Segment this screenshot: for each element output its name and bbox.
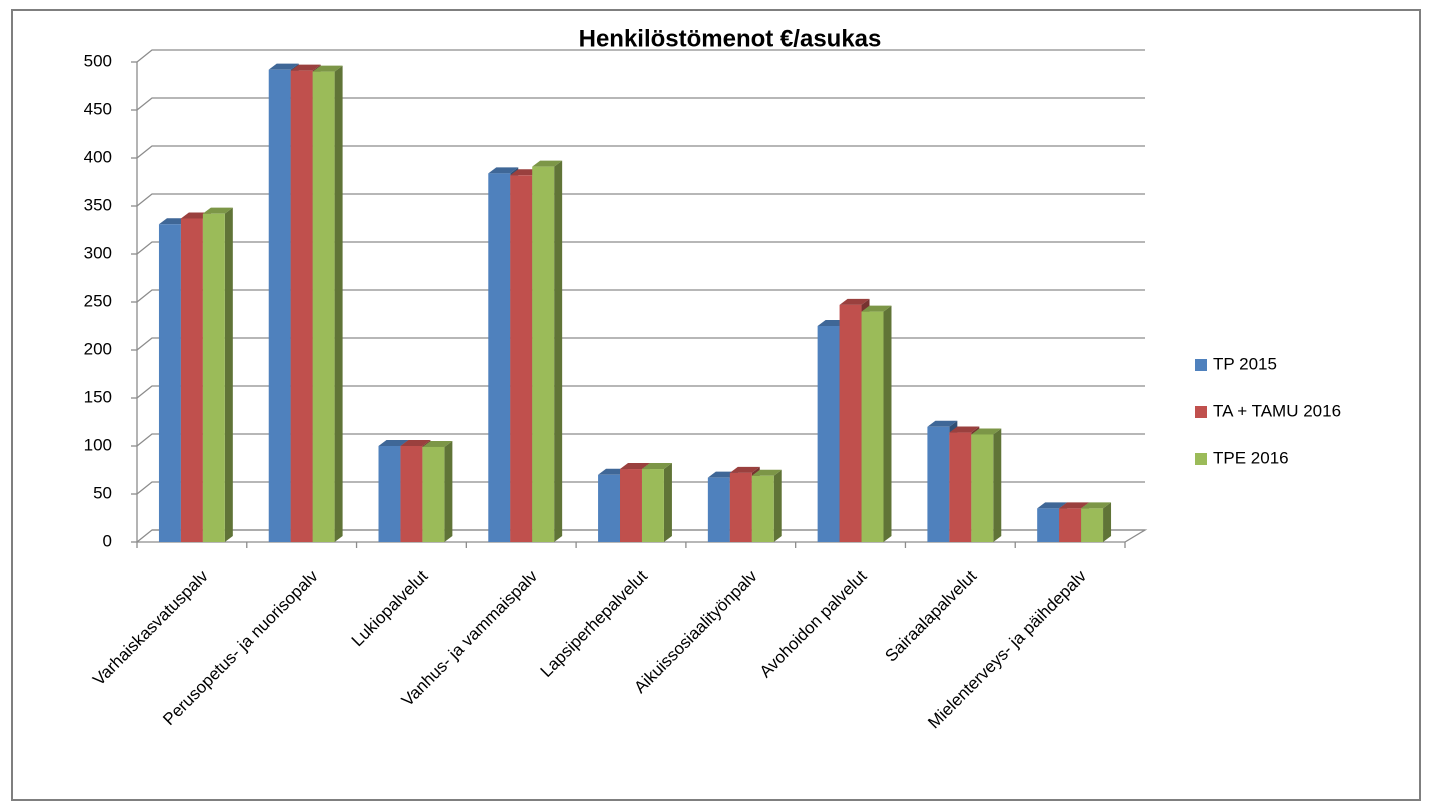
bar: [839, 304, 862, 542]
bar-top: [290, 64, 321, 71]
bar: [422, 446, 445, 542]
grid-line: [136, 241, 1145, 255]
bar-top: [751, 469, 782, 476]
bar: [268, 69, 291, 543]
bar-top: [641, 463, 672, 470]
bar-side: [663, 463, 672, 542]
grid-line: [136, 49, 1145, 63]
bar: [971, 434, 994, 542]
bar-side: [773, 469, 782, 542]
bar-top: [949, 426, 980, 433]
bar: [861, 311, 884, 542]
bar: [312, 71, 335, 542]
y-tick-label: 200: [84, 339, 112, 358]
bar-side: [993, 428, 1002, 542]
grid-line: [136, 145, 1145, 159]
bar-side: [224, 207, 233, 542]
bar: [641, 469, 664, 542]
bar-top: [312, 65, 343, 72]
bar: [707, 477, 730, 542]
y-tick-label: 500: [84, 51, 112, 70]
bar-side: [334, 65, 343, 542]
grid-line: [136, 97, 1145, 111]
bar: [510, 175, 533, 542]
y-tick-label: 150: [84, 387, 112, 406]
bar: [817, 326, 840, 542]
legend-label: TPE 2016: [1213, 448, 1289, 467]
bar: [1037, 508, 1060, 542]
chart-border: [11, 9, 1421, 801]
bar-top: [202, 207, 233, 214]
legend-swatch: [1195, 453, 1207, 465]
y-tick-label: 400: [84, 147, 112, 166]
bar: [290, 70, 313, 542]
bar-top: [861, 305, 892, 312]
bar-side: [444, 440, 453, 542]
bar-top: [839, 298, 870, 305]
bar-top: [1059, 502, 1090, 509]
bar-top: [400, 440, 431, 446]
bar: [1059, 508, 1082, 542]
bar-side: [1103, 502, 1112, 542]
bar-top: [971, 428, 1002, 435]
bar: [598, 474, 621, 542]
bar: [751, 475, 774, 542]
grid-line: [136, 289, 1145, 303]
bar-top: [268, 63, 299, 70]
y-tick-label: 0: [103, 531, 112, 550]
bar: [927, 426, 950, 542]
bar-top: [620, 463, 650, 470]
bar-top: [488, 167, 519, 174]
bar: [400, 446, 423, 542]
bar: [532, 166, 555, 542]
bar-top: [927, 420, 958, 427]
bar-top: [729, 466, 760, 473]
bar-top: [422, 440, 453, 447]
y-tick-label: 50: [93, 483, 112, 502]
bar: [488, 173, 511, 543]
grid-line: [136, 385, 1145, 399]
bar: [729, 472, 752, 542]
y-tick-label: 450: [84, 99, 112, 118]
legend-label: TP 2015: [1213, 354, 1277, 373]
legend-swatch: [1195, 406, 1207, 418]
bar-top: [532, 160, 563, 167]
bar: [1081, 508, 1104, 542]
bar: [378, 446, 401, 542]
y-tick-label: 250: [84, 291, 112, 310]
bar: [202, 213, 225, 542]
grid-line: [136, 481, 1145, 495]
bar: [158, 224, 181, 543]
grid-line: [136, 433, 1145, 447]
bar-side: [883, 305, 892, 542]
bar: [949, 432, 972, 542]
grid-line: [136, 337, 1145, 351]
y-tick-label: 300: [84, 243, 112, 262]
y-tick-label: 350: [84, 195, 112, 214]
bar: [180, 218, 203, 543]
bar-top: [1081, 502, 1112, 509]
grid-line: [136, 529, 1145, 543]
chart-title: Henkilöstömenot €/asukas: [579, 25, 882, 52]
bar-top: [378, 440, 409, 446]
legend-label: TA + TAMU 2016: [1213, 401, 1341, 420]
grid-line: [136, 193, 1145, 207]
legend-swatch: [1195, 359, 1207, 371]
y-tick-label: 100: [84, 435, 112, 454]
bar-side: [554, 160, 563, 542]
bar-top: [1037, 502, 1068, 509]
bar: [620, 469, 642, 542]
